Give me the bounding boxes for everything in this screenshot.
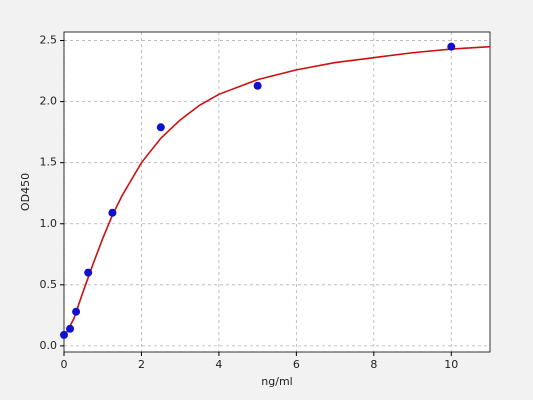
y-tick-label: 2.5 <box>40 34 58 47</box>
y-tick-label: 1.0 <box>40 217 58 230</box>
data-point <box>66 324 75 333</box>
x-tick-label: 6 <box>293 358 300 371</box>
y-axis-label: OD450 <box>19 173 32 211</box>
data-point <box>156 123 165 132</box>
x-axis-label: ng/ml <box>261 375 292 388</box>
x-tick-label: 4 <box>215 358 222 371</box>
x-tick-label: 10 <box>444 358 458 371</box>
x-tick-label: 0 <box>61 358 68 371</box>
plot-area <box>64 32 490 352</box>
data-point <box>108 208 117 217</box>
x-tick-label: 8 <box>370 358 377 371</box>
y-tick-label: 1.5 <box>40 156 58 169</box>
y-tick-label: 0.0 <box>40 339 58 352</box>
fit-curve <box>64 45 490 338</box>
data-point <box>253 81 262 90</box>
data-point <box>447 42 456 51</box>
y-tick-label: 2.0 <box>40 95 58 108</box>
x-tick-label: 2 <box>138 358 145 371</box>
plot-frame <box>63 31 491 353</box>
data-point <box>84 268 93 277</box>
data-point <box>60 330 68 339</box>
data-point <box>72 307 81 316</box>
y-tick-label: 0.5 <box>40 278 58 291</box>
